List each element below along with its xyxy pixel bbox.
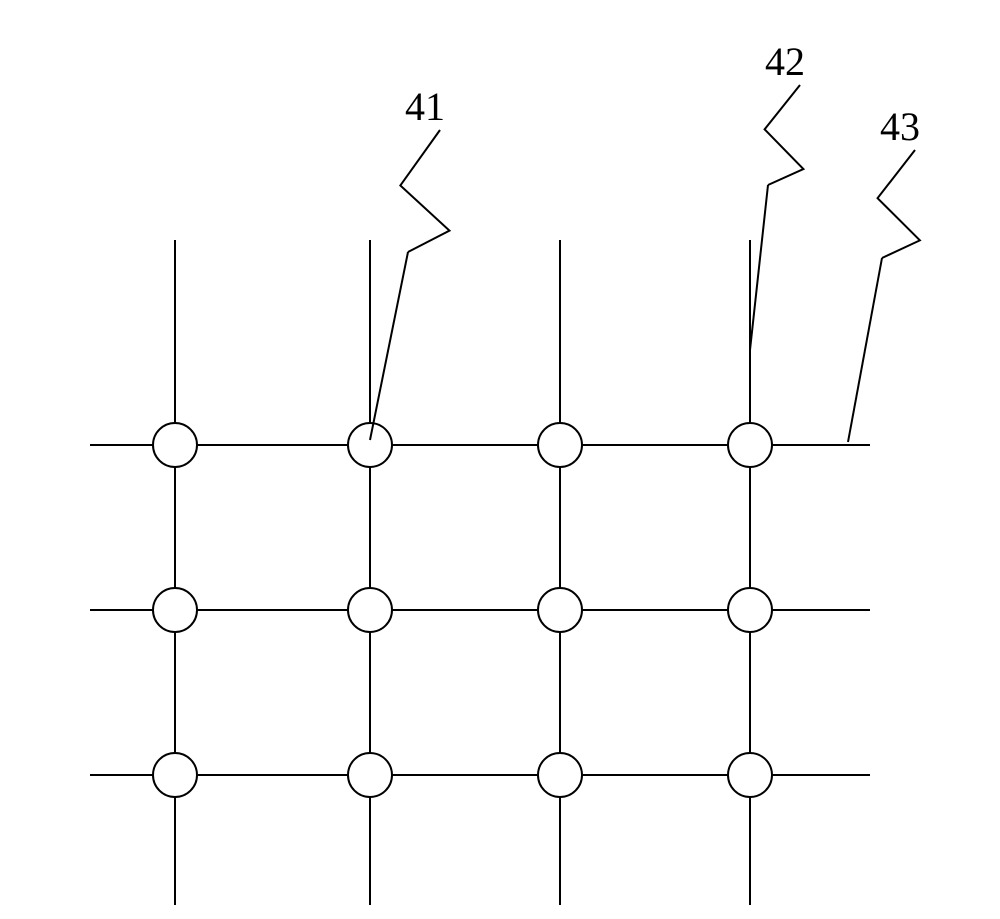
grid-node bbox=[348, 423, 392, 467]
grid-node bbox=[538, 423, 582, 467]
grid-node bbox=[728, 423, 772, 467]
annotation-label-41: 41 bbox=[405, 84, 445, 129]
canvas-background bbox=[0, 0, 1000, 919]
grid-node bbox=[728, 588, 772, 632]
annotation-label-42: 42 bbox=[765, 39, 805, 84]
grid-node bbox=[153, 753, 197, 797]
annotation-label-43: 43 bbox=[880, 104, 920, 149]
grid-node bbox=[538, 588, 582, 632]
grid-node bbox=[348, 588, 392, 632]
grid-node bbox=[728, 753, 772, 797]
grid-node bbox=[153, 588, 197, 632]
grid-node bbox=[538, 753, 582, 797]
grid-node bbox=[153, 423, 197, 467]
grid-node bbox=[348, 753, 392, 797]
